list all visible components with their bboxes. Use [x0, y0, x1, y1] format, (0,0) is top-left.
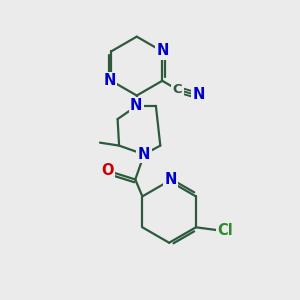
Text: N: N — [138, 147, 150, 162]
Text: N: N — [103, 73, 116, 88]
Text: Cl: Cl — [218, 223, 233, 238]
Text: O: O — [101, 163, 114, 178]
Text: N: N — [157, 43, 169, 58]
Text: N: N — [164, 172, 177, 187]
Text: C: C — [173, 83, 182, 96]
Text: N: N — [130, 98, 142, 113]
Text: N: N — [193, 87, 205, 102]
